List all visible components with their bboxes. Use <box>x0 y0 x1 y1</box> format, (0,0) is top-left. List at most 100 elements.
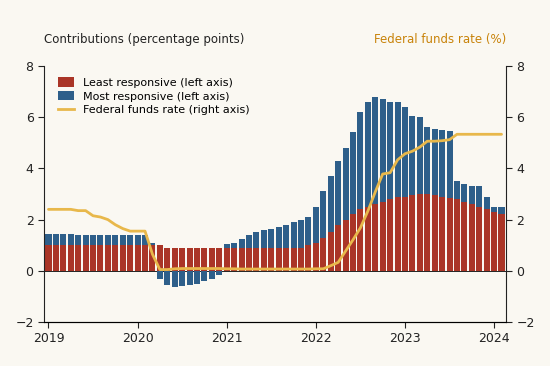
Bar <box>469 204 475 271</box>
Bar <box>68 235 74 245</box>
Bar <box>186 271 192 285</box>
Bar <box>491 212 497 271</box>
Bar <box>239 248 245 271</box>
Bar <box>127 235 133 245</box>
Bar <box>298 220 304 248</box>
Bar <box>246 235 252 248</box>
Bar <box>335 161 341 225</box>
Bar <box>424 194 430 271</box>
Bar <box>432 128 438 195</box>
Bar <box>231 243 237 248</box>
Bar <box>268 228 274 248</box>
Bar <box>328 232 334 271</box>
Bar <box>402 197 408 271</box>
Bar <box>261 248 267 271</box>
Bar <box>135 245 141 271</box>
Bar <box>53 245 59 271</box>
Bar <box>201 271 207 281</box>
Bar <box>372 97 378 204</box>
Bar <box>409 195 415 271</box>
Bar <box>379 99 386 202</box>
Bar <box>417 117 423 194</box>
Bar <box>350 214 356 271</box>
Bar <box>164 271 170 285</box>
Bar <box>105 245 111 271</box>
Bar <box>135 235 141 245</box>
Bar <box>179 248 185 271</box>
Bar <box>105 235 111 245</box>
Bar <box>60 245 67 271</box>
Bar <box>112 245 118 271</box>
Bar <box>498 207 504 214</box>
Bar <box>432 195 438 271</box>
Bar <box>75 235 81 245</box>
Bar <box>224 244 230 248</box>
Legend: Least responsive (left axis), Most responsive (left axis), Federal funds rate (r: Least responsive (left axis), Most respo… <box>54 74 253 119</box>
Bar <box>53 234 59 245</box>
Bar <box>46 234 52 245</box>
Bar <box>46 245 52 271</box>
Bar <box>365 102 371 207</box>
Bar <box>461 184 468 202</box>
Bar <box>394 197 400 271</box>
Bar <box>172 248 178 271</box>
Bar <box>424 127 430 194</box>
Bar <box>387 199 393 271</box>
Bar <box>97 235 103 245</box>
Bar <box>186 248 192 271</box>
Bar <box>150 245 156 271</box>
Bar <box>387 102 393 199</box>
Bar <box>112 235 118 245</box>
Bar <box>305 217 311 245</box>
Bar <box>328 176 334 232</box>
Bar <box>261 230 267 248</box>
Bar <box>283 248 289 271</box>
Bar <box>164 248 170 271</box>
Text: Federal funds rate (%): Federal funds rate (%) <box>374 33 506 46</box>
Bar <box>461 202 468 271</box>
Bar <box>402 107 408 197</box>
Bar <box>439 130 445 197</box>
Bar <box>216 248 222 271</box>
Text: Contributions (percentage points): Contributions (percentage points) <box>44 33 244 46</box>
Bar <box>343 220 349 271</box>
Bar <box>483 197 490 209</box>
Bar <box>454 199 460 271</box>
Bar <box>60 235 67 245</box>
Bar <box>305 245 311 271</box>
Bar <box>246 248 252 271</box>
Bar <box>179 271 185 286</box>
Bar <box>283 225 289 248</box>
Bar <box>313 207 319 243</box>
Bar <box>172 271 178 288</box>
Bar <box>417 194 423 271</box>
Bar <box>224 248 230 271</box>
Bar <box>157 245 163 271</box>
Bar <box>483 209 490 271</box>
Bar <box>194 271 200 284</box>
Bar <box>268 248 274 271</box>
Bar <box>394 102 400 197</box>
Bar <box>439 197 445 271</box>
Bar <box>290 248 296 271</box>
Bar <box>290 222 296 248</box>
Bar <box>142 235 148 245</box>
Bar <box>209 271 215 279</box>
Bar <box>216 271 222 274</box>
Bar <box>142 245 148 271</box>
Bar <box>491 207 497 212</box>
Bar <box>127 245 133 271</box>
Bar <box>150 243 156 245</box>
Bar <box>476 207 482 271</box>
Bar <box>358 112 364 209</box>
Bar <box>82 235 89 245</box>
Bar <box>379 202 386 271</box>
Bar <box>68 245 74 271</box>
Bar <box>254 232 260 248</box>
Bar <box>276 227 282 248</box>
Bar <box>350 132 356 214</box>
Bar <box>201 248 207 271</box>
Bar <box>372 204 378 271</box>
Bar <box>335 225 341 271</box>
Bar <box>476 186 482 207</box>
